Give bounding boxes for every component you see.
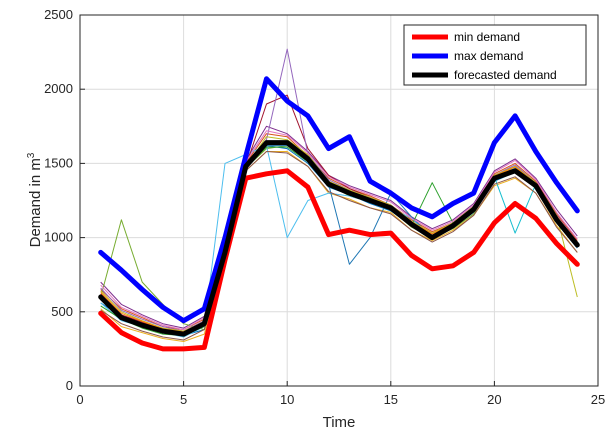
y-axis-label-text: Demand in m [27, 158, 44, 247]
main-series-group [98, 76, 580, 352]
series-line-forecasted-demand [98, 140, 580, 337]
x-tick-label: 10 [280, 392, 294, 407]
y-tick-label: 1500 [44, 155, 73, 170]
y-tick-label: 0 [66, 378, 73, 393]
x-tick-label: 5 [180, 392, 187, 407]
scenario-line [100, 130, 578, 331]
ticks-group: 0 5 10 15 20 25 0 500 1000 1500 2000 2500 [44, 7, 605, 407]
y-tick-label: 500 [51, 304, 73, 319]
legend: min demand max demand forecasted demand [403, 24, 587, 86]
series-line-min-demand [98, 168, 580, 352]
y-tick-label: 2000 [44, 81, 73, 96]
scenario-line [100, 151, 578, 341]
scenario-line [100, 125, 578, 329]
y-tick-label: 2500 [44, 7, 73, 22]
legend-label: min demand [454, 30, 520, 44]
series-line-max-demand [98, 76, 580, 324]
legend-label: forecasted demand [454, 68, 557, 82]
plot-frame [79, 14, 599, 387]
y-axis-label-superscript: 3 [26, 152, 37, 158]
x-axis-label: Time [323, 414, 356, 431]
y-tick-label: 1000 [44, 230, 73, 245]
y-axis-label: Demand in m3 [26, 152, 44, 247]
x-tick-label: 15 [384, 392, 398, 407]
x-tick-label: 25 [591, 392, 605, 407]
legend-label: max demand [454, 49, 523, 63]
x-tick-label: 20 [487, 392, 501, 407]
scenario-line [100, 136, 578, 332]
x-tick-label: 0 [76, 392, 83, 407]
